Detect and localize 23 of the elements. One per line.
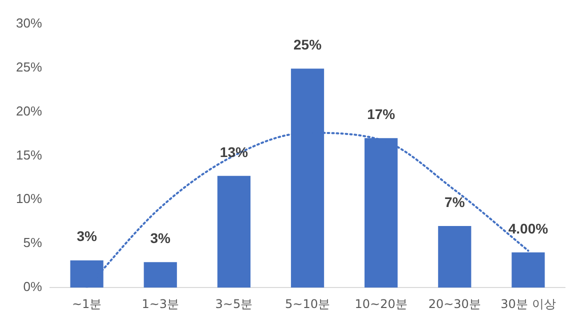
data-label: 7%	[444, 194, 466, 210]
data-label: 3%	[76, 228, 98, 244]
y-tick-label: 25%	[16, 59, 42, 74]
y-tick-label: 30%	[16, 15, 42, 30]
data-label: 4.00%	[508, 220, 549, 236]
x-tick-label: ~1분	[72, 296, 102, 311]
bar	[144, 262, 177, 288]
bar	[217, 176, 250, 288]
y-tick-label: 20%	[16, 103, 42, 118]
data-label: 17%	[367, 106, 396, 122]
x-tick-label: 30분 이상	[500, 296, 556, 311]
data-label: 25%	[293, 36, 322, 53]
y-tick-label: 10%	[16, 191, 42, 206]
x-tick-label: 1~3분	[142, 296, 180, 311]
bar	[438, 226, 472, 288]
x-tick-label: 3~5분	[215, 296, 253, 311]
x-tick-label: 20~30분	[428, 296, 481, 311]
x-tick-label: 10~20분	[354, 296, 408, 311]
y-tick-label: 0%	[23, 279, 42, 294]
x-tick-label: 5~10분	[285, 296, 330, 311]
data-label: 3%	[150, 230, 172, 246]
y-tick-label: 15%	[16, 147, 42, 162]
y-tick-label: 5%	[23, 235, 42, 250]
